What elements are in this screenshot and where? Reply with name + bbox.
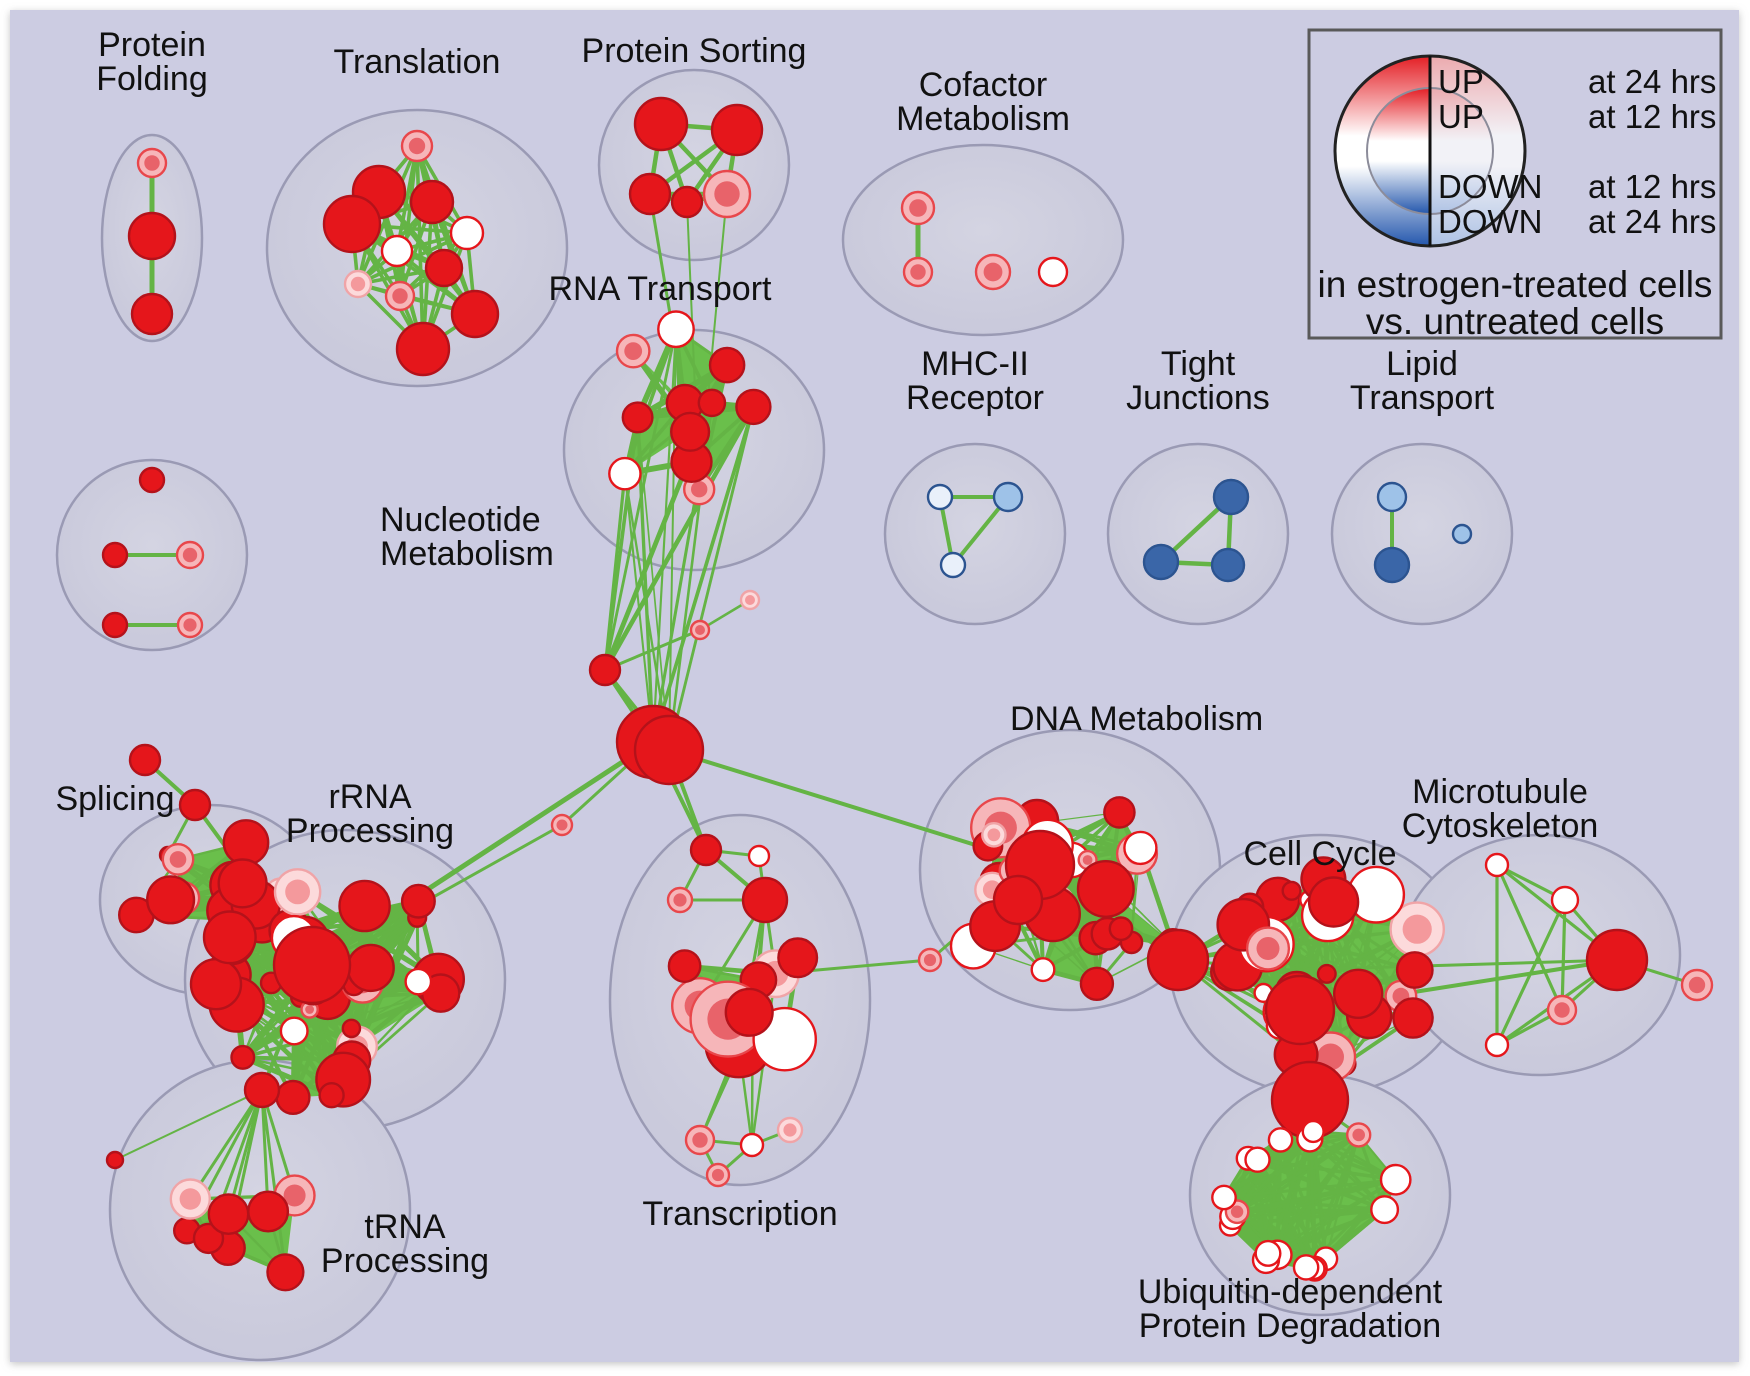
svg-text:Translation: Translation — [334, 43, 501, 81]
svg-text:UP: UP — [1438, 98, 1484, 135]
svg-text:DNA Metabolism: DNA Metabolism — [1010, 700, 1263, 738]
svg-text:Splicing: Splicing — [55, 780, 174, 818]
svg-text:vs. untreated cells: vs. untreated cells — [1366, 301, 1664, 342]
svg-text:at 12 hrs: at 12 hrs — [1588, 168, 1716, 205]
svg-text:DOWN: DOWN — [1438, 203, 1542, 240]
svg-text:Cell Cycle: Cell Cycle — [1243, 835, 1396, 873]
svg-text:Transcription: Transcription — [642, 1195, 837, 1233]
svg-text:UP: UP — [1438, 63, 1484, 100]
svg-text:Protein Sorting: Protein Sorting — [582, 32, 807, 70]
svg-text:at 24 hrs: at 24 hrs — [1588, 203, 1716, 240]
svg-text:at 24 hrs: at 24 hrs — [1588, 63, 1716, 100]
svg-text:at 12 hrs: at 12 hrs — [1588, 98, 1716, 135]
svg-text:DOWN: DOWN — [1438, 168, 1542, 205]
svg-text:in estrogen-treated cells: in estrogen-treated cells — [1318, 264, 1713, 305]
svg-text:RNA Transport: RNA Transport — [549, 270, 773, 308]
